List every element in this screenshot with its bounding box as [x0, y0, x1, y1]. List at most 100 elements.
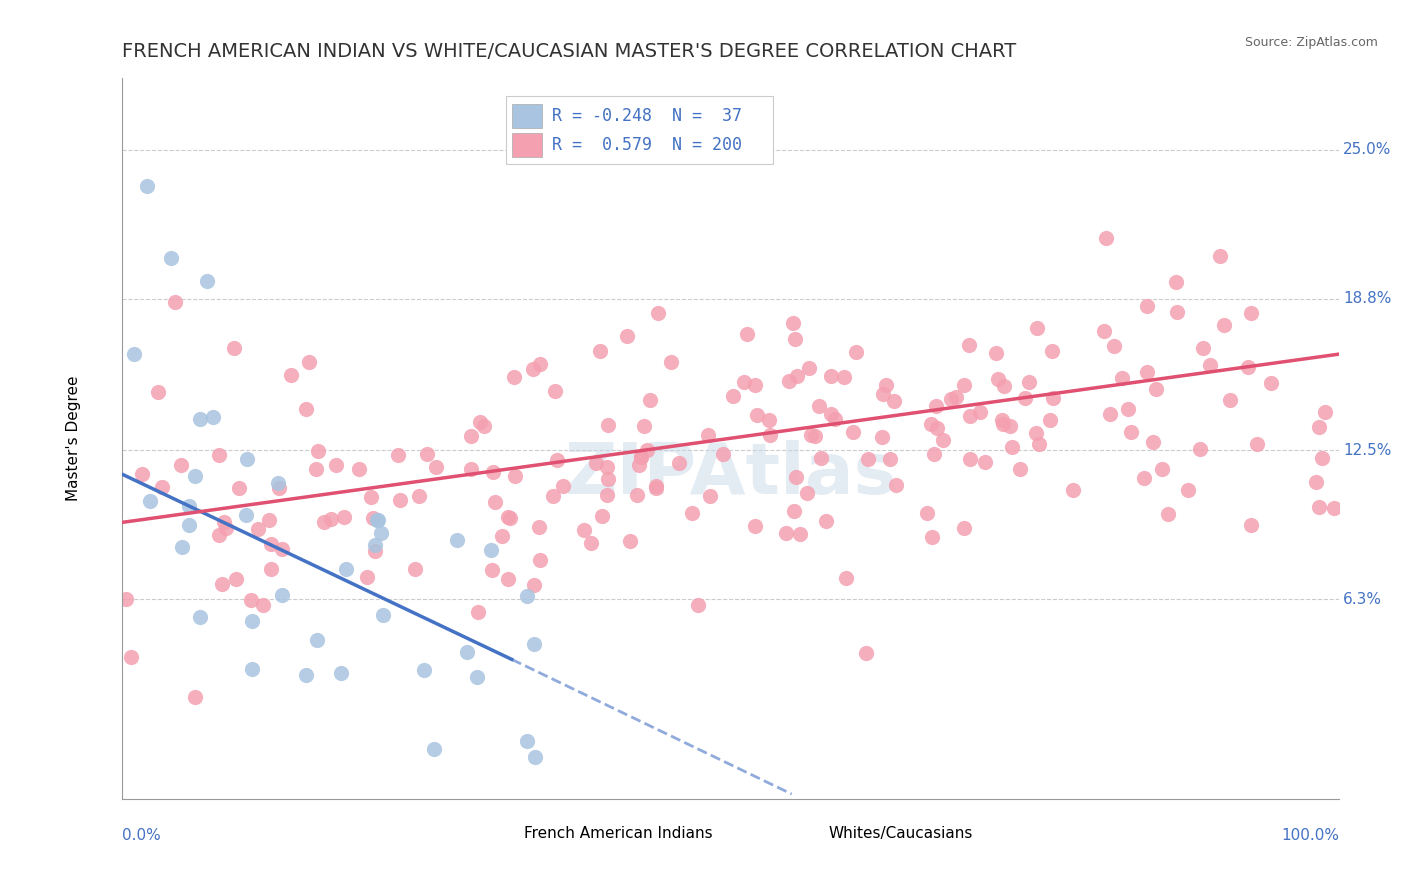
Point	[1308, 419, 1330, 434]
Point	[295, 668, 318, 682]
Point	[228, 481, 250, 495]
Point	[1132, 471, 1154, 485]
Point	[225, 572, 247, 586]
Point	[1315, 405, 1337, 419]
Point	[1136, 299, 1159, 313]
Point	[543, 489, 565, 503]
Point	[165, 294, 187, 309]
Point	[579, 536, 602, 550]
Point	[252, 598, 274, 612]
Point	[959, 409, 981, 423]
Point	[389, 492, 412, 507]
Point	[785, 470, 807, 484]
Point	[596, 459, 619, 474]
Point	[879, 452, 901, 467]
Point	[544, 384, 567, 398]
Point	[499, 511, 522, 525]
Point	[998, 418, 1021, 433]
Text: 18.8%: 18.8%	[1343, 292, 1392, 306]
Point	[484, 494, 506, 508]
Point	[367, 513, 389, 527]
Point	[668, 456, 690, 470]
Point	[733, 375, 755, 389]
Point	[957, 338, 980, 352]
Point	[711, 447, 734, 461]
Point	[800, 427, 823, 442]
Point	[884, 478, 907, 492]
Point	[832, 369, 855, 384]
Point	[1062, 483, 1084, 498]
Bar	[512, 104, 543, 128]
Text: French American Indians: French American Indians	[524, 826, 713, 841]
Point	[616, 329, 638, 343]
Point	[259, 537, 281, 551]
Point	[1164, 275, 1187, 289]
Point	[496, 572, 519, 586]
Point	[363, 538, 385, 552]
Point	[503, 370, 526, 384]
Point	[267, 476, 290, 491]
Point	[596, 417, 619, 432]
Text: 12.5%: 12.5%	[1343, 442, 1392, 458]
Point	[522, 362, 544, 376]
Point	[335, 562, 357, 576]
Point	[333, 510, 356, 524]
Point	[413, 663, 436, 677]
Point	[883, 394, 905, 409]
Point	[240, 614, 263, 628]
Point	[686, 598, 709, 612]
Point	[1198, 358, 1220, 372]
Point	[1028, 437, 1050, 451]
Point	[472, 419, 495, 434]
Point	[1094, 231, 1116, 245]
Point	[1010, 461, 1032, 475]
Point	[212, 516, 235, 530]
Point	[799, 361, 821, 376]
Point	[845, 344, 868, 359]
Point	[626, 488, 648, 502]
Point	[184, 690, 207, 704]
Point	[1260, 376, 1282, 391]
Point	[360, 490, 382, 504]
Point	[184, 469, 207, 483]
Point	[404, 562, 426, 576]
Point	[208, 448, 231, 462]
Point	[131, 467, 153, 482]
Point	[744, 377, 766, 392]
Point	[1014, 392, 1036, 406]
Point	[1219, 393, 1241, 408]
Point	[1240, 306, 1263, 320]
Point	[922, 447, 945, 461]
Point	[959, 451, 981, 466]
Point	[319, 512, 342, 526]
Point	[953, 378, 976, 392]
Point	[1040, 343, 1063, 358]
Point	[1323, 500, 1346, 515]
Point	[408, 489, 430, 503]
Point	[945, 390, 967, 404]
Point	[267, 481, 290, 495]
Point	[257, 513, 280, 527]
Point	[1039, 412, 1062, 426]
Point	[1192, 341, 1215, 355]
Point	[214, 521, 236, 535]
Point	[240, 592, 263, 607]
Point	[371, 608, 394, 623]
Point	[529, 553, 551, 567]
Point	[596, 488, 619, 502]
Point	[824, 412, 846, 426]
Point	[523, 637, 546, 651]
Point	[295, 402, 318, 417]
Point	[551, 479, 574, 493]
Point	[347, 461, 370, 475]
Point	[875, 378, 897, 392]
Point	[1246, 437, 1268, 451]
Point	[356, 569, 378, 583]
Point	[190, 412, 212, 426]
Point	[523, 577, 546, 591]
Bar	[488, 824, 517, 842]
Text: Whites/Caucasians: Whites/Caucasians	[828, 826, 973, 841]
Point	[456, 645, 478, 659]
Point	[778, 374, 800, 388]
Point	[236, 452, 259, 467]
